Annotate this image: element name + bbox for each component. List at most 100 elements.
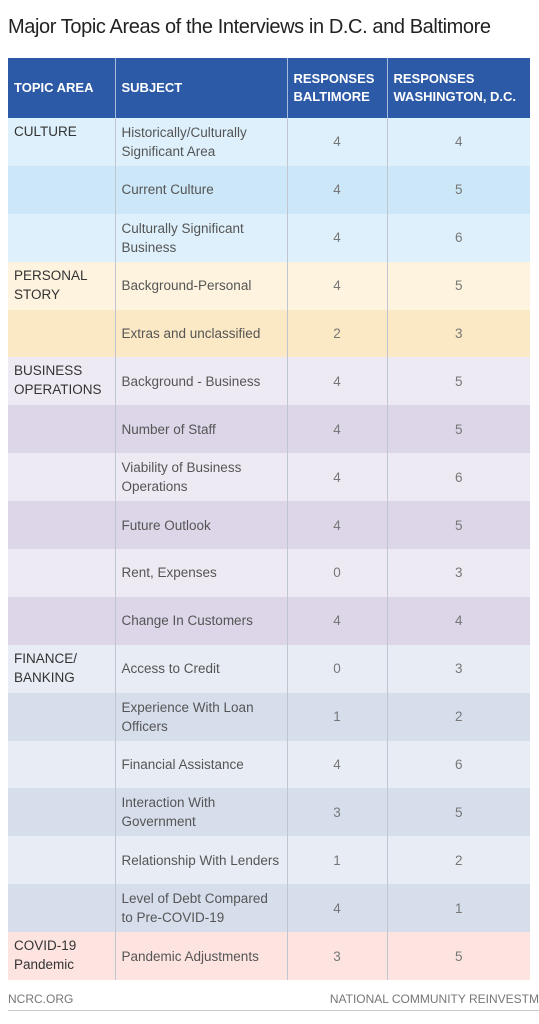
baltimore-cell: 4	[287, 884, 388, 933]
topic-cell	[8, 501, 116, 550]
baltimore-cell: 0	[287, 644, 388, 693]
dc-cell: 5	[454, 421, 463, 437]
table-row: Current Culture 4 5	[8, 165, 530, 214]
table-row: Future Outlook 4 5	[8, 501, 530, 550]
topic-cell: BUSINESS OPERATIONS	[8, 357, 116, 406]
topic-cell	[8, 596, 116, 645]
dc-cell: 5	[454, 804, 463, 820]
baltimore-cell: 4	[287, 596, 388, 645]
dc-cell: 5	[454, 948, 463, 964]
dc-cell: 3	[454, 565, 463, 581]
baltimore-cell: 4	[287, 501, 388, 550]
baltimore-cell: 3	[287, 932, 388, 981]
subject-cell: Interaction With Government	[115, 788, 288, 837]
subject-cell: Rent, Expenses	[115, 549, 288, 597]
column-header: RESPONSES BALTIMORE	[287, 58, 388, 118]
baltimore-cell: 4	[287, 453, 388, 502]
subject-cell: Experience With Loan Officers	[115, 692, 288, 741]
topic-cell	[8, 788, 116, 837]
dc-cell: 2	[454, 852, 463, 868]
topic-cell: CULTURE	[8, 118, 116, 166]
table-row: CULTURE Historically/Culturally Significa…	[8, 118, 530, 166]
subject-cell: Background-Personal	[115, 261, 288, 310]
table-row: Financial Assistance 4 6	[8, 740, 530, 789]
table-row: Culturally Significant Business 4 6	[8, 213, 530, 262]
title: Major Topic Areas of the Interviews in D…	[8, 16, 491, 38]
topic-cell	[8, 213, 116, 262]
table-row: Number of Staff 4 5	[8, 405, 530, 454]
baltimore-cell: 0	[287, 549, 388, 597]
dc-cell: 4	[454, 613, 463, 629]
table-row: Viability of Business Operations 4 6	[8, 453, 530, 502]
baltimore-cell: 4	[287, 261, 388, 310]
dc-cell: 1	[454, 900, 463, 916]
baltimore-cell: 4	[287, 165, 388, 214]
topic-cell: COVID-19 Pandemic	[8, 932, 116, 981]
topic-cell: PERSONAL STORY	[8, 261, 116, 310]
topic-cell	[8, 405, 116, 454]
topic-cell	[8, 884, 116, 933]
subject-cell: Historically/Culturally Significant Area	[115, 118, 288, 166]
table-row: Rent, Expenses 0 3	[8, 549, 530, 597]
table-row: Interaction With Government 3 5	[8, 788, 530, 837]
subject-cell: Background - Business	[115, 357, 288, 406]
baltimore-cell: 1	[287, 692, 388, 741]
baltimore-cell: 4	[287, 740, 388, 789]
topic-cell	[8, 165, 116, 214]
column-header: SUBJECT	[115, 58, 288, 118]
dc-cell: 5	[454, 182, 463, 198]
subject-cell: Access to Credit	[115, 644, 288, 693]
topic-table: TOPIC AREA SUBJECT RESPONSES BALTIMORE RESP…	[8, 58, 530, 981]
subject-cell: Extras and unclassified	[115, 309, 288, 358]
table-row: Level of Debt Compared to Pre-COVID-19 4 1	[8, 884, 530, 933]
subject-cell: Future Outlook	[115, 501, 288, 550]
subject-cell: Number of Staff	[115, 405, 288, 454]
table-row: PERSONAL STORY Background-Personal 4 5	[8, 261, 530, 310]
dc-cell: 4	[454, 134, 463, 150]
subject-cell: Culturally Significant Business	[115, 213, 288, 262]
dc-cell: 6	[454, 469, 463, 485]
dc-cell: 2	[454, 709, 463, 725]
subject-cell: Pandemic Adjustments	[115, 932, 288, 981]
subject-cell: Relationship With Lenders	[115, 836, 288, 885]
subject-cell: Financial Assistance	[115, 740, 288, 789]
column-header: TOPIC AREA	[8, 58, 116, 118]
dc-cell: 6	[454, 757, 463, 773]
footer-rule	[8, 1010, 539, 1011]
column-header: RESPONSES WASHINGTON, D.C.	[387, 58, 530, 118]
topic-cell: FINANCE/ BANKING	[8, 644, 116, 693]
table-row: Change In Customers 4 4	[8, 596, 530, 645]
table-row: Experience With Loan Officers 1 2	[8, 692, 530, 741]
baltimore-cell: 4	[287, 213, 388, 262]
footer-left: NCRC.ORG	[8, 992, 74, 1006]
subject-cell: Viability of Business Operations	[115, 453, 288, 502]
topic-cell	[8, 453, 116, 502]
baltimore-cell: 1	[287, 836, 388, 885]
baltimore-cell: 4	[287, 118, 388, 166]
table-row: FINANCE/ BANKING Access to Credit 0 3	[8, 644, 530, 693]
dc-cell: 5	[454, 373, 463, 389]
table-row: COVID-19 Pandemic Pandemic Adjustments 3 5	[8, 932, 530, 981]
subject-cell: Level of Debt Compared to Pre-COVID-19	[115, 884, 288, 933]
dc-cell: 3	[454, 326, 463, 341]
topic-cell	[8, 549, 116, 597]
table-row: Relationship With Lenders 1 2	[8, 836, 530, 885]
baltimore-cell: 2	[287, 309, 388, 358]
footer-right: NATIONAL COMMUNITY REINVESTM	[329, 992, 539, 1006]
header-row: TOPIC AREA SUBJECT RESPONSES BALTIMORE RESP…	[8, 58, 530, 118]
baltimore-cell: 3	[287, 788, 388, 837]
table-row: Extras and unclassified 2 3	[8, 309, 530, 358]
topic-cell	[8, 692, 116, 741]
baltimore-cell: 4	[287, 405, 388, 454]
topic-cell	[8, 836, 116, 885]
dc-cell: 3	[454, 661, 463, 677]
table-row: BUSINESS OPERATIONS Background - Business…	[8, 357, 530, 406]
dc-cell: 5	[454, 517, 463, 533]
dc-cell: 6	[454, 230, 463, 246]
subject-cell: Current Culture	[115, 165, 288, 214]
topic-cell	[8, 309, 116, 358]
subject-cell: Change In Customers	[115, 596, 288, 645]
topic-cell	[8, 740, 116, 789]
baltimore-cell: 4	[287, 357, 388, 406]
